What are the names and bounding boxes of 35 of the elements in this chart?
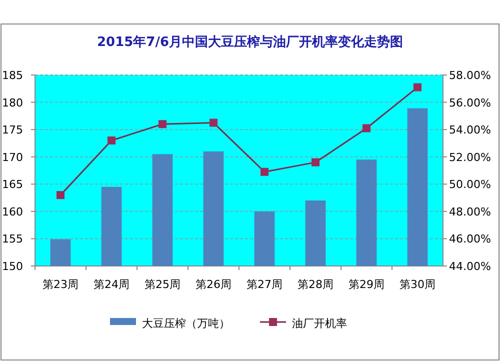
legend-label: 大豆压榨（万吨） xyxy=(142,317,230,330)
x-tick-label: 第26周 xyxy=(196,278,232,291)
legend-label: 油厂开机率 xyxy=(292,317,347,330)
x-tick-label: 第23周 xyxy=(42,278,78,291)
chart-title: 2015年7/6月中国大豆压榨与油厂开机率变化走势图 xyxy=(96,34,404,50)
y2-tick-label: 58.00% xyxy=(449,69,491,82)
point xyxy=(210,118,218,127)
y-tick-label: 150 xyxy=(2,260,23,273)
y2-tick-label: 44.00% xyxy=(449,260,491,273)
y-tick-label: 170 xyxy=(2,150,23,164)
y-tick-label: 175 xyxy=(2,124,23,137)
x-tick-label: 第30周 xyxy=(400,278,436,291)
point xyxy=(312,158,320,166)
x-tick-label: 第25周 xyxy=(144,278,180,291)
y-tick-label: 185 xyxy=(2,69,23,82)
point xyxy=(260,168,268,176)
point xyxy=(158,120,166,128)
point xyxy=(414,83,422,92)
y2-tick-label: 52.00% xyxy=(449,150,491,164)
y-tick-label: 155 xyxy=(2,232,23,246)
y-tick-label: 180 xyxy=(2,96,23,110)
x-tick-label: 第24周 xyxy=(94,278,130,291)
y2-tick-label: 46.00% xyxy=(449,232,491,246)
y-tick-label: 160 xyxy=(2,205,23,218)
x-tick-label: 第28周 xyxy=(298,278,334,291)
point xyxy=(108,136,116,144)
x-tick-label: 第29周 xyxy=(348,278,384,291)
y2-tick-label: 48.00% xyxy=(449,205,491,218)
x-tick-label: 第27周 xyxy=(246,278,282,291)
y2-tick-label: 54.00% xyxy=(449,124,491,137)
y2-tick-label: 50.00% xyxy=(449,178,491,192)
y-tick-label: 165 xyxy=(2,178,23,192)
y2-tick-label: 56.00% xyxy=(449,96,491,110)
point xyxy=(362,124,370,132)
point xyxy=(56,191,64,200)
